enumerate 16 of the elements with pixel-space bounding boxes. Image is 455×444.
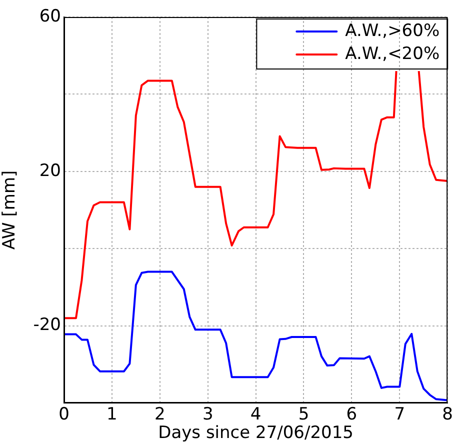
y-tick-label: 60 bbox=[39, 6, 61, 26]
x-tick-label: 6 bbox=[346, 404, 358, 425]
x-tick-label: 4 bbox=[250, 404, 262, 425]
y-axis-title: AW [mm] bbox=[0, 170, 20, 250]
legend-label: A.W.,>60% bbox=[345, 20, 440, 41]
x-tick-label: 0 bbox=[58, 404, 70, 425]
x-axis-title: Days since 27/06/2015 bbox=[158, 423, 354, 444]
x-tick-label: 2 bbox=[154, 404, 166, 425]
x-tick-label: 7 bbox=[394, 404, 406, 425]
x-tick-label: 1 bbox=[106, 404, 118, 425]
y-tick-label: 20 bbox=[39, 160, 61, 181]
legend-label: A.W.,<20% bbox=[345, 44, 440, 64]
x-tick-label: 5 bbox=[298, 404, 310, 425]
x-tick-label: 3 bbox=[202, 404, 214, 425]
y-tick-label: -20 bbox=[33, 315, 61, 336]
x-tick-label: 8 bbox=[442, 404, 454, 425]
